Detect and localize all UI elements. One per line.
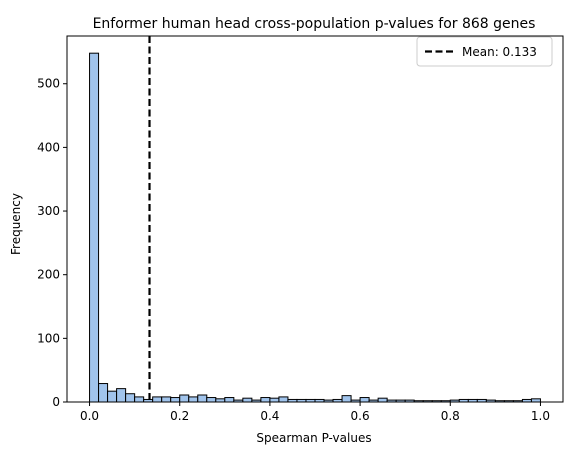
histogram-bar — [260, 397, 271, 403]
y-tick-label: 100 — [37, 331, 60, 345]
legend: Mean: 0.133 — [416, 36, 553, 67]
x-tick-label: 0.4 — [260, 409, 279, 423]
x-axis-label: Spearman P-values — [256, 431, 371, 445]
legend-mean-label: Mean: 0.133 — [462, 45, 537, 59]
histogram-bar — [278, 396, 289, 403]
histogram-bar — [269, 397, 280, 403]
histogram-bar — [224, 397, 235, 403]
histogram-bar — [341, 395, 352, 403]
histogram-bar — [125, 393, 136, 403]
y-tick-label: 300 — [37, 204, 60, 218]
histogram-bar — [152, 396, 163, 403]
histogram-bar — [170, 397, 181, 403]
x-tick-label: 0.8 — [441, 409, 460, 423]
chart-title: Enformer human head cross-population p-v… — [93, 16, 536, 32]
y-tick-label: 400 — [37, 140, 60, 154]
y-axis-label: Frequency — [9, 193, 23, 255]
histogram-bars — [89, 52, 541, 403]
y-tick-label: 0 — [52, 395, 60, 409]
x-axis-ticks: 0.0 0.2 0.4 0.6 0.8 1.0 — [80, 402, 550, 423]
histogram-bar — [197, 394, 208, 403]
histogram-bar — [116, 388, 127, 403]
y-tick-label: 500 — [37, 77, 60, 91]
histogram-bar — [179, 394, 190, 403]
histogram-bar — [161, 396, 172, 403]
x-tick-label: 0.2 — [170, 409, 189, 423]
x-tick-label: 1.0 — [531, 409, 550, 423]
legend-box — [416, 36, 553, 67]
histogram-bar — [98, 383, 109, 403]
axes — [66, 35, 564, 403]
histogram-bar — [107, 390, 118, 403]
y-tick-label: 200 — [37, 268, 60, 282]
histogram-bar — [206, 397, 217, 403]
histogram-bar — [359, 397, 370, 403]
histogram-bar — [134, 396, 145, 403]
y-axis-ticks: 0 100 200 300 400 500 — [37, 77, 67, 409]
histogram-bar — [188, 396, 199, 403]
x-tick-label: 0.6 — [351, 409, 370, 423]
histogram-bar — [377, 397, 388, 403]
plot-frame — [66, 35, 564, 403]
x-tick-label: 0.0 — [80, 409, 99, 423]
histogram-bar — [242, 397, 253, 403]
histogram-bar — [89, 52, 100, 403]
